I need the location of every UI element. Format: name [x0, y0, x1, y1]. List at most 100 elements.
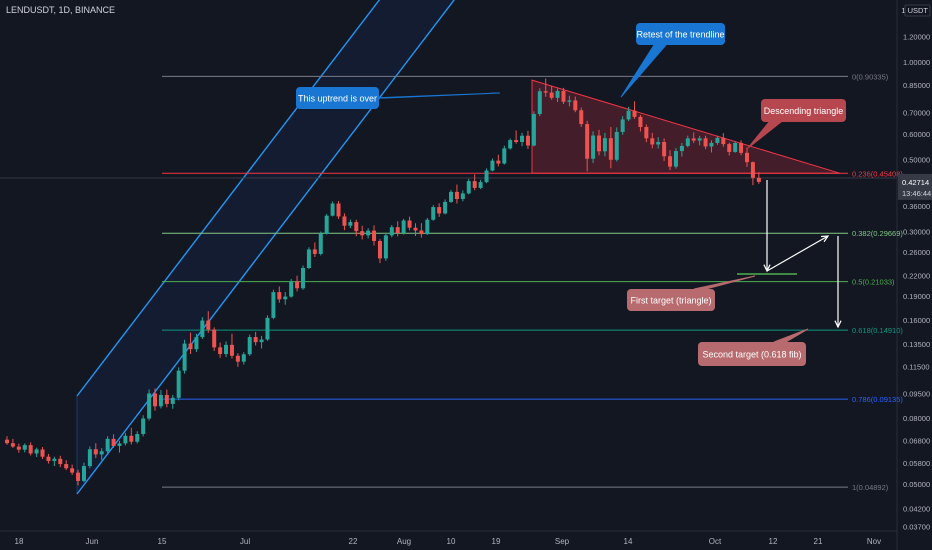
price-axis-tick: 1.20000	[903, 32, 930, 41]
triangle-shape	[531, 79, 841, 174]
candle-body	[555, 90, 560, 98]
candle-body	[194, 337, 199, 350]
candle-body	[354, 222, 359, 232]
price-axis-tick: 0.16000	[903, 316, 930, 325]
price-axis-tick: 0.60000	[903, 130, 930, 139]
candle-body	[283, 296, 288, 300]
candles	[5, 78, 761, 486]
price-axis-tick: 0.05800	[903, 459, 930, 468]
callout-text: Descending triangle	[764, 106, 844, 116]
price-axis-tick: 0.36000	[903, 202, 930, 211]
price-axis-tick: 0.06800	[903, 437, 930, 446]
fib-level-label: 0.5(0.21033)	[852, 278, 895, 287]
candle-body	[756, 177, 761, 182]
price-axis-unit-box	[904, 4, 931, 17]
candle-body	[22, 445, 27, 450]
time-axis-tick: 12	[769, 537, 778, 546]
candle-body	[253, 337, 258, 343]
candle-body	[247, 337, 252, 355]
candle-body	[632, 110, 637, 117]
candle-body	[608, 138, 613, 160]
annotations: Retest of the trendline This uptrend is o…	[296, 23, 846, 366]
candle-body	[5, 439, 9, 444]
time-axis-tick: Oct	[709, 537, 722, 546]
last-price-value: 0.42714	[902, 178, 929, 187]
candle-body	[656, 142, 661, 145]
candle-body	[466, 181, 471, 194]
candle-body	[537, 91, 542, 115]
price-axis-tick: 0.85000	[903, 81, 930, 90]
candle-body	[673, 151, 678, 167]
candle-body	[176, 370, 181, 398]
candle-body	[383, 235, 388, 259]
time-axis-tick: 18	[15, 537, 24, 546]
candle-body	[241, 354, 246, 362]
candle-body	[745, 152, 749, 163]
arrow-up-retest	[766, 235, 829, 272]
candle-body	[93, 449, 98, 455]
candle-body	[514, 140, 519, 142]
price-axis-unit: 1 USDT	[901, 6, 928, 15]
callout-pointer	[773, 328, 809, 343]
candle-body	[413, 227, 418, 231]
candle-body	[271, 292, 276, 318]
candle-body	[170, 397, 175, 404]
price-axis-tick: 0.09500	[903, 390, 930, 399]
callout-box	[761, 99, 846, 122]
time-axis-tick: 22	[349, 537, 358, 546]
price-axis-tick: 0.19000	[903, 292, 930, 301]
candle-body	[229, 344, 234, 356]
candle-body	[626, 110, 631, 120]
candle-body	[188, 343, 193, 350]
candle-body	[235, 355, 240, 362]
candle-body	[330, 203, 335, 216]
candle-body	[206, 320, 211, 330]
fib-level-label: 1(0.04892)	[852, 483, 889, 492]
candle-body	[443, 201, 448, 214]
candle-body	[301, 267, 305, 289]
price-axis-tick: 0.03700	[903, 522, 930, 531]
arrow-down-second-target-head	[834, 320, 842, 329]
candle-body	[425, 219, 430, 235]
candle-body	[602, 138, 607, 152]
candle-body	[200, 320, 205, 338]
candle-body	[111, 438, 116, 446]
candle-body	[312, 249, 317, 254]
time-axis-tick: Sep	[555, 537, 570, 546]
candle-body	[360, 231, 365, 236]
candle-body	[10, 443, 15, 447]
candle-body	[147, 393, 152, 419]
bar-countdown: 13:46:44	[902, 189, 931, 198]
candle-body	[733, 142, 738, 152]
candle-body	[224, 344, 229, 355]
time-axis-tick: 21	[814, 537, 823, 546]
candle-body	[401, 220, 406, 234]
time-axis-tick: Jun	[86, 537, 99, 546]
candle-body	[685, 138, 690, 146]
candle-body	[34, 449, 39, 454]
time-axis-tick: 15	[158, 537, 167, 546]
candle-body	[58, 458, 63, 465]
candle-body	[306, 249, 311, 268]
candle-body	[727, 144, 732, 152]
arrow-up-retest-head	[820, 235, 830, 243]
candle-body	[129, 435, 134, 442]
candle-body	[561, 90, 566, 102]
price-axis-tick: 0.11500	[903, 363, 930, 372]
time-axis-tick: Aug	[397, 537, 411, 546]
candle-body	[16, 446, 21, 450]
candle-body	[366, 230, 371, 236]
descending-triangle	[531, 79, 841, 174]
callout-box	[636, 23, 725, 45]
candle-body	[342, 216, 347, 226]
candle-body	[372, 230, 377, 241]
candle-body	[679, 145, 684, 152]
candle-body	[123, 435, 128, 444]
candle-body	[520, 135, 525, 142]
candle-body	[259, 339, 264, 343]
price-axis: 1 USDT 1.20000 1.00000 0.85000 0.70000 0.6000…	[898, 4, 932, 531]
candle-body	[277, 292, 282, 300]
candle-body	[437, 207, 442, 214]
